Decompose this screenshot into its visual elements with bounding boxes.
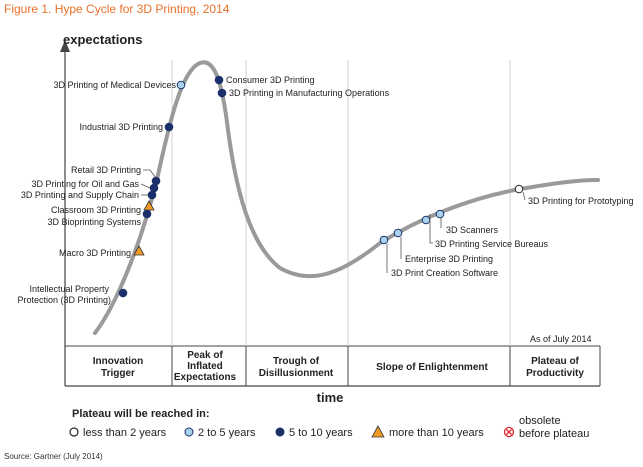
label-bioprinting: 3D Bioprinting Systems: [47, 217, 141, 227]
marker-enterprise: [393, 228, 403, 238]
marker-oil-gas: [149, 183, 159, 193]
y-axis-arrow: [60, 40, 70, 52]
phase-innovation-line2: Trigger: [101, 368, 135, 379]
y-axis-label: expectations: [63, 32, 142, 47]
legend-obsolete-line1: obsolete: [519, 415, 561, 427]
marker-creation-software: [379, 235, 389, 245]
legend-title: Plateau will be reached in:: [72, 408, 210, 420]
phase-trough-line2: Disillusionment: [259, 368, 334, 379]
label-oil-gas: 3D Printing for Oil and Gas: [31, 179, 139, 189]
as-of-label: As of July 2014: [530, 334, 592, 344]
legend-less-than-2: less than 2 years: [83, 427, 167, 439]
hype-curve: [93, 60, 600, 335]
marker-manufacturing: [217, 88, 227, 98]
legend-obsolete-line2: before plateau: [519, 428, 589, 440]
marker-bioprinting: [142, 209, 152, 219]
x-axis-label: time: [317, 390, 344, 405]
label-medical-devices: 3D Printing of Medical Devices: [53, 80, 176, 90]
legend-marker-less-than-2: [69, 427, 79, 437]
phase-plateau-line1: Plateau of: [531, 356, 579, 367]
phase-plateau-line2: Productivity: [526, 368, 584, 379]
label-service-bureaus: 3D Printing Service Bureaus: [435, 239, 549, 249]
marker-classroom: [143, 200, 155, 211]
leader-prototyping: [522, 191, 526, 201]
marker-scanners: [435, 209, 445, 219]
legend-more-than-10: more than 10 years: [389, 427, 484, 439]
label-scanners: 3D Scanners: [446, 225, 499, 235]
label-manufacturing: 3D Printing in Manufacturing Operations: [229, 88, 390, 98]
marker-macro: [133, 245, 145, 256]
phase-slope: Slope of Enlightenment: [376, 362, 488, 373]
label-industrial: Industrial 3D Printing: [79, 122, 163, 132]
marker-service-bureaus: [421, 215, 431, 225]
source-note: Source: Gartner (July 2014): [4, 452, 103, 461]
phase-peak-line3: Expectations: [174, 372, 237, 383]
marker-consumer: [214, 75, 224, 85]
legend-marker-5-to-10: [275, 427, 285, 437]
label-consumer: Consumer 3D Printing: [226, 75, 315, 85]
label-classroom: Classroom 3D Printing: [51, 205, 141, 215]
label-enterprise: Enterprise 3D Printing: [405, 254, 493, 264]
marker-medical-devices: [176, 80, 186, 90]
phase-innovation-line1: Innovation: [93, 356, 144, 367]
leader-lines: [140, 169, 526, 273]
figure-title: Figure 1. Hype Cycle for 3D Printing, 20…: [4, 2, 230, 16]
label-ip-protection-line2: Protection (3D Printing): [17, 295, 111, 305]
phase-trough-line1: Trough of: [273, 356, 320, 367]
legend-marker-2-to-5: [184, 427, 194, 437]
legend-marker-more-than-10: [371, 425, 385, 438]
label-prototyping: 3D Printing for Prototyping: [528, 196, 634, 206]
legend-marker-obsolete-x2: [506, 429, 512, 435]
legend-2-to-5: 2 to 5 years: [198, 427, 256, 439]
label-macro: Macro 3D Printing: [59, 248, 131, 258]
leader-oil-gas: [140, 183, 151, 189]
marker-supply-chain: [147, 190, 157, 200]
marker-prototyping: [514, 184, 524, 194]
legend-5-to-10: 5 to 10 years: [289, 427, 353, 439]
label-supply-chain: 3D Printing and Supply Chain: [21, 190, 139, 200]
label-ip-protection-line1: Intellectual Property: [29, 284, 109, 294]
label-retail: Retail 3D Printing: [71, 165, 141, 175]
phase-peak-line1: Peak of: [187, 350, 223, 361]
marker-retail: [151, 176, 161, 186]
leader-retail: [143, 169, 157, 179]
marker-industrial: [164, 122, 174, 132]
phase-peak-line2: Inflated: [187, 361, 223, 372]
label-creation-software: 3D Print Creation Software: [391, 268, 498, 278]
marker-ip-protection: [118, 288, 128, 298]
technology-markers: [118, 75, 524, 298]
